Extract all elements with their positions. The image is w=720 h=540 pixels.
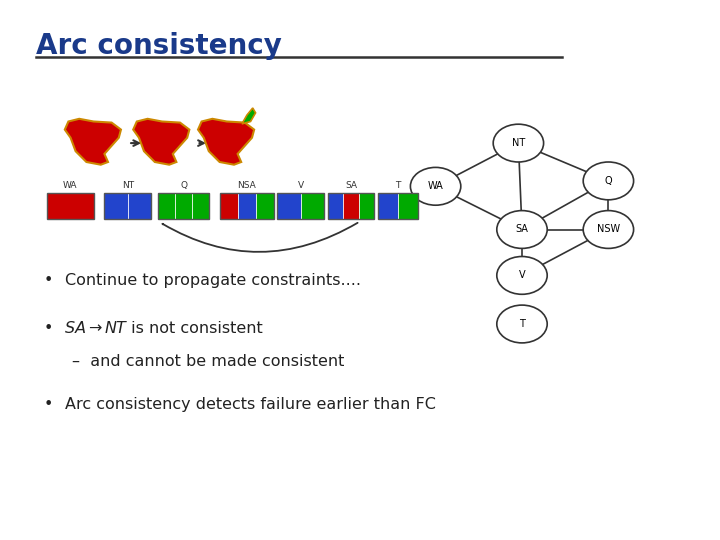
Bar <box>328 193 343 219</box>
Text: SA: SA <box>65 321 91 336</box>
Bar <box>47 193 94 219</box>
Text: SA: SA <box>345 181 357 190</box>
Text: •: • <box>43 397 53 412</box>
Text: NT: NT <box>104 321 126 336</box>
Bar <box>343 193 359 219</box>
Bar <box>359 193 374 219</box>
Bar <box>277 193 301 219</box>
Bar <box>158 193 209 219</box>
Text: is not consistent: is not consistent <box>126 321 263 336</box>
Text: →: → <box>89 321 102 336</box>
Text: Q: Q <box>605 176 612 186</box>
Text: Q: Q <box>180 181 187 190</box>
Text: Arc consistency: Arc consistency <box>36 32 282 60</box>
Text: NT: NT <box>122 181 134 190</box>
Bar <box>104 193 151 219</box>
Text: V: V <box>518 271 526 280</box>
Circle shape <box>410 167 461 205</box>
Polygon shape <box>133 119 189 165</box>
Circle shape <box>497 256 547 294</box>
Text: Arc consistency detects failure earlier than FC: Arc consistency detects failure earlier … <box>65 397 436 412</box>
Bar <box>128 193 151 219</box>
Bar <box>238 193 256 219</box>
Text: Continue to propagate constraints....: Continue to propagate constraints.... <box>65 273 361 288</box>
Text: NSA: NSA <box>237 181 256 190</box>
Bar <box>47 193 94 219</box>
Text: NT: NT <box>512 138 525 148</box>
Bar <box>301 193 324 219</box>
Text: WA: WA <box>63 181 78 190</box>
Bar <box>378 193 397 219</box>
Text: T: T <box>519 319 525 329</box>
Polygon shape <box>198 119 254 165</box>
Bar <box>397 193 418 219</box>
Circle shape <box>583 211 634 248</box>
Text: SA: SA <box>516 225 528 234</box>
Text: V: V <box>297 181 304 190</box>
Circle shape <box>497 211 547 248</box>
Bar <box>192 193 209 219</box>
FancyArrowPatch shape <box>163 223 358 252</box>
Bar <box>175 193 192 219</box>
Circle shape <box>583 162 634 200</box>
Text: –  and cannot be made consistent: – and cannot be made consistent <box>72 354 344 369</box>
Text: T: T <box>395 181 400 190</box>
Text: WA: WA <box>428 181 444 191</box>
Bar <box>220 193 238 219</box>
Bar <box>277 193 324 219</box>
Text: •: • <box>43 321 53 336</box>
Bar <box>378 193 418 219</box>
Text: •: • <box>43 273 53 288</box>
Bar <box>104 193 128 219</box>
Bar <box>158 193 175 219</box>
Bar <box>328 193 374 219</box>
Polygon shape <box>243 108 256 124</box>
Bar <box>256 193 274 219</box>
Bar <box>220 193 274 219</box>
Circle shape <box>493 124 544 162</box>
Circle shape <box>497 305 547 343</box>
Polygon shape <box>65 119 121 165</box>
Text: NSW: NSW <box>597 225 620 234</box>
